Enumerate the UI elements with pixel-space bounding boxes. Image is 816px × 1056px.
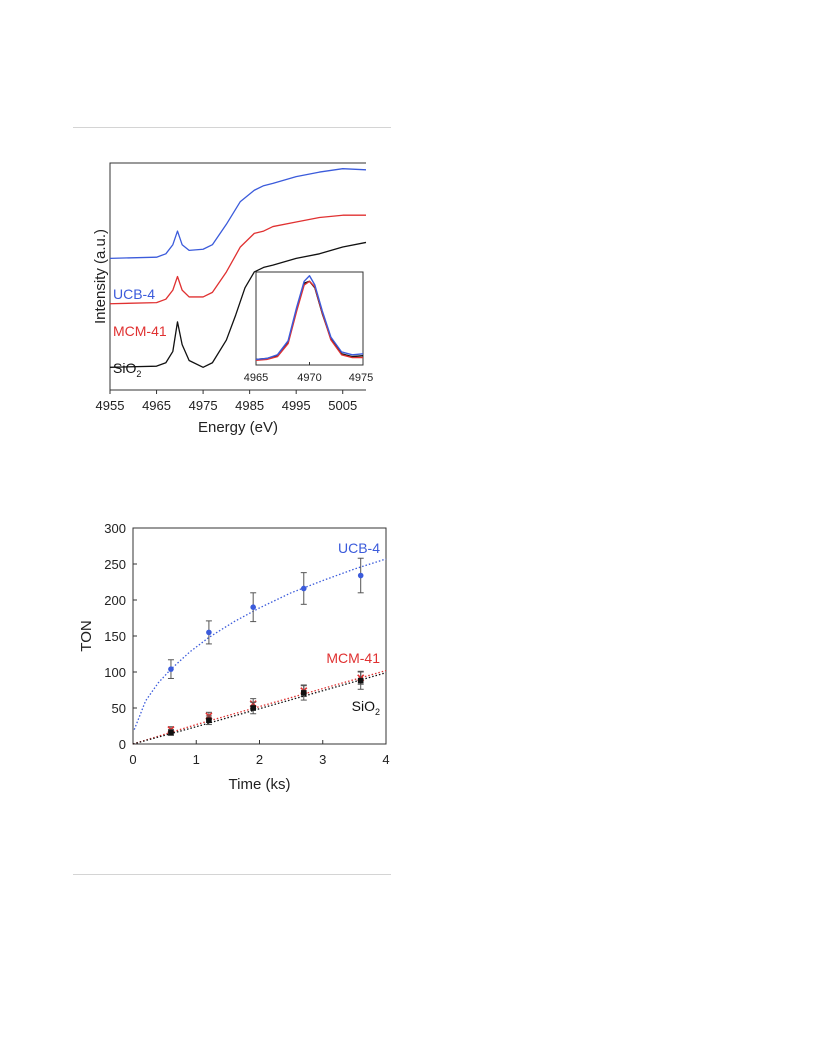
data-point — [168, 666, 174, 672]
x-tick-label: 4 — [382, 752, 389, 767]
fit-curve-0 — [133, 558, 387, 730]
inset-x-tick-label: 4965 — [244, 372, 268, 384]
y-axis-label: TON — [78, 620, 95, 651]
data-point — [357, 572, 364, 579]
y-tick-label: 200 — [104, 593, 126, 608]
inset-series-line-1 — [255, 280, 363, 362]
data-point — [300, 690, 307, 696]
x-tick-label: 2 — [256, 752, 263, 767]
x-tick-label: 3 — [319, 752, 326, 767]
x-tick-label: 4975 — [189, 398, 218, 413]
data-point — [168, 729, 174, 736]
inset-series-line-2 — [255, 275, 364, 361]
series-line-2 — [109, 241, 367, 368]
y-tick-label: 0 — [119, 737, 126, 752]
bottom-divider — [73, 874, 391, 875]
x-tick-label: 5005 — [328, 398, 357, 413]
plot-frame — [132, 527, 387, 745]
data-point — [357, 677, 364, 684]
series-label-2: SiO2 — [352, 698, 380, 717]
data-point — [206, 629, 212, 636]
x-tick-label: 4985 — [235, 398, 264, 413]
y-tick-label: 250 — [104, 557, 126, 572]
y-tick-label: 300 — [104, 521, 126, 536]
series-label-2: SiO2 — [113, 360, 141, 379]
inset-x-tick-label: 4975 — [349, 372, 373, 384]
series-line-0 — [109, 168, 367, 259]
x-axis-label: Time (ks) — [229, 776, 291, 793]
y-tick-label: 150 — [104, 629, 126, 644]
x-tick-label: 1 — [193, 752, 200, 767]
series-line-1 — [109, 214, 366, 305]
data-point — [250, 705, 256, 711]
series-label-0: UCB-4 — [113, 286, 155, 302]
x-axis-label: Energy (eV) — [198, 419, 278, 436]
x-tick-label: 0 — [129, 752, 136, 767]
x-tick-label: 4995 — [282, 398, 311, 413]
inset-x-tick-label: 4970 — [297, 372, 321, 384]
plot-frame — [109, 162, 366, 391]
data-point — [300, 585, 307, 592]
series-label-1: MCM-41 — [326, 650, 380, 666]
data-point — [206, 717, 212, 724]
series-label-1: MCM-41 — [113, 323, 167, 339]
y-tick-label: 100 — [104, 665, 126, 680]
top-divider — [73, 127, 391, 128]
y-axis-label: Intensity (a.u.) — [92, 229, 109, 324]
data-point — [250, 604, 256, 610]
y-tick-label: 50 — [112, 701, 126, 716]
x-tick-label: 4955 — [96, 398, 125, 413]
series-label-0: UCB-4 — [338, 540, 380, 556]
x-tick-label: 4965 — [142, 398, 171, 413]
